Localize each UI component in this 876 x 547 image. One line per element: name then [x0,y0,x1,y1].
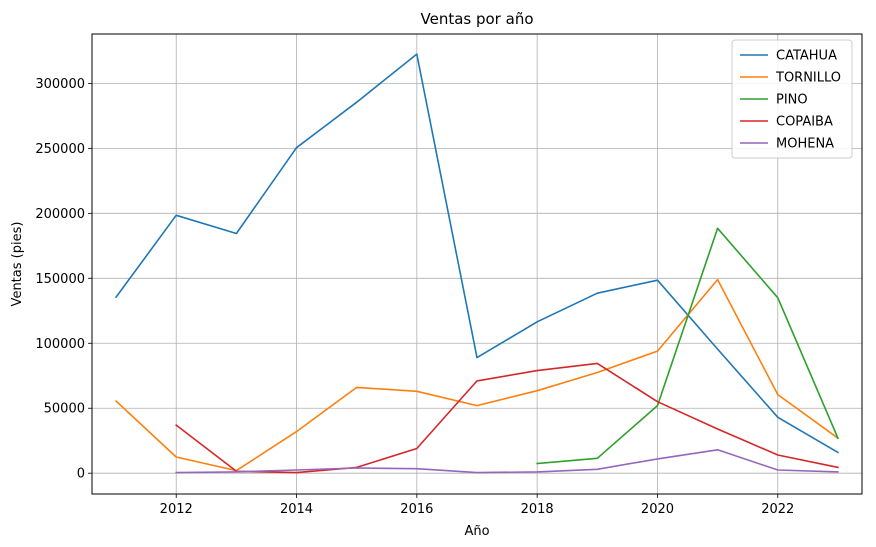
y-tick-label: 200000 [35,207,85,222]
legend-label-tornillo: TORNILLO [775,71,841,86]
legend-box [731,39,853,159]
x-tick-label: 2012 [160,502,193,517]
series-line-mohena [175,448,839,474]
legend-label-catahua: CATAHUA [776,49,837,64]
plot-area-frame [91,33,863,495]
y-axis-title: Ventas (pies) [10,222,25,307]
y-tick-label: 150000 [35,272,85,287]
x-tick-label: 2016 [400,502,433,517]
series-line-pino [536,227,839,465]
legend-label-mohena: MOHENA [776,137,834,152]
y-tick-label: 300000 [35,77,85,92]
y-tick-label: 100000 [35,337,85,352]
series-lines [114,53,840,474]
axis-ticks: 2012 2014 2016 2018 2020 2022 0 50000 100000 1500… [35,77,794,517]
series-line-copaiba [175,362,839,474]
y-tick-label: 50000 [44,402,85,417]
y-tick-label: 0 [77,467,85,482]
legend-label-copaiba: COPAIBA [776,115,833,130]
y-tick-label: 250000 [35,142,85,157]
chart-title: Ventas por año [421,10,534,28]
grid [92,34,862,494]
x-tick-label: 2014 [280,502,313,517]
legend: CATAHUA TORNILLO PINO COPAIBA MOHENA [731,39,853,159]
x-axis-title: Año [464,524,489,539]
series-line-catahua [114,53,839,454]
x-tick-label: 2018 [521,502,554,517]
legend-label-pino: PINO [776,93,808,108]
x-tick-label: 2022 [761,502,794,517]
x-tick-label: 2020 [641,502,674,517]
